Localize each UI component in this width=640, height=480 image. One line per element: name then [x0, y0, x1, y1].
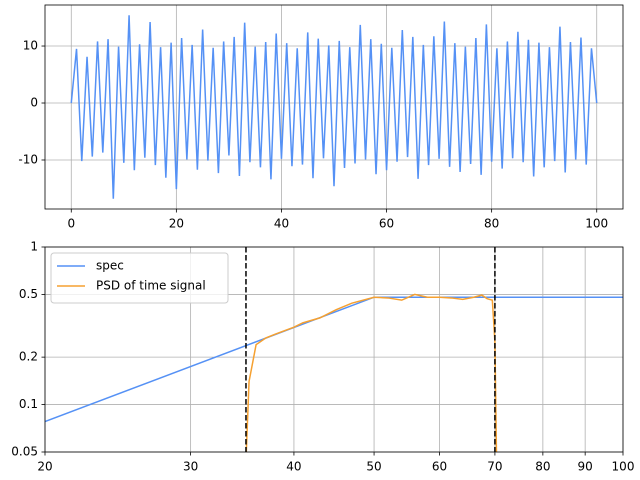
- x-tick-label: 70: [487, 460, 502, 474]
- y-tick-label: -10: [18, 152, 38, 166]
- x-tick-label: 40: [286, 460, 301, 474]
- plot-area: [70, 15, 598, 199]
- y-tick-label: 1: [30, 240, 38, 254]
- axes-frame: [44, 4, 624, 210]
- x-tick-label: 40: [274, 217, 289, 231]
- series-line: [70, 15, 598, 199]
- y-tick-label: 0.05: [11, 445, 38, 459]
- x-tick-label: 50: [366, 460, 381, 474]
- legend-label: PSD of time signal: [96, 279, 206, 293]
- x-tick-label: 60: [432, 460, 447, 474]
- axes-frame: [44, 246, 624, 453]
- x-tick-label: 20: [37, 460, 52, 474]
- x-tick-label: 100: [612, 460, 635, 474]
- legend: spec PSD of time signal: [50, 252, 229, 304]
- x-tick-label: 100: [585, 217, 608, 231]
- legend-box: [50, 252, 229, 304]
- series-line: [245, 293, 498, 452]
- y-tick-label: 10: [23, 39, 38, 53]
- x-tick-label: 60: [379, 217, 394, 231]
- legend-label: spec: [96, 259, 124, 273]
- x-tick-label: 80: [535, 460, 550, 474]
- x-tick-label: 80: [484, 217, 499, 231]
- y-tick-label: 0.2: [19, 350, 38, 364]
- plot-area: [45, 247, 623, 452]
- y-tick-label: 0.1: [19, 397, 38, 411]
- y-tick-label: 0.5: [19, 287, 38, 301]
- y-tick-label: 0: [30, 96, 38, 110]
- x-tick-label: 0: [67, 217, 75, 231]
- x-tick-label: 90: [578, 460, 593, 474]
- x-tick-label: 30: [183, 460, 198, 474]
- x-tick-label: 20: [169, 217, 184, 231]
